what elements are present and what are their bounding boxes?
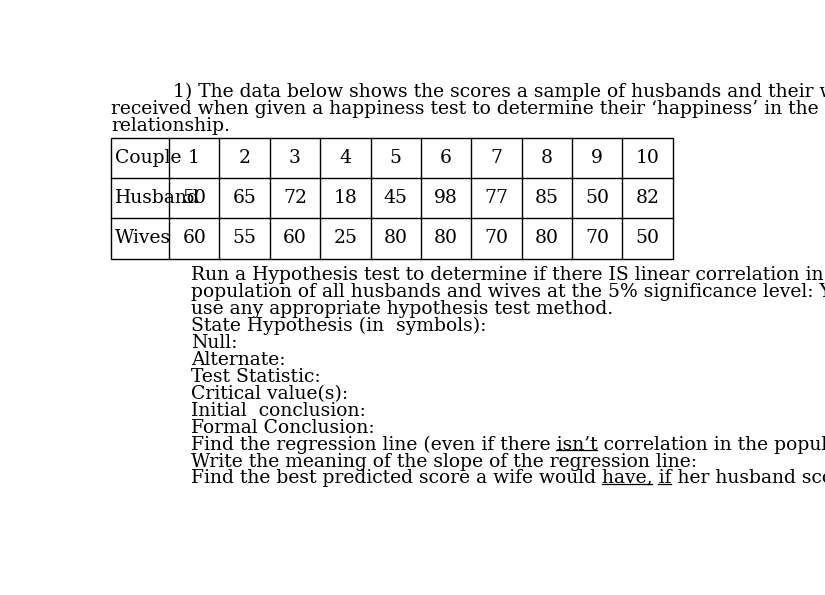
Text: use any appropriate hypothesis test method.: use any appropriate hypothesis test meth…: [191, 300, 613, 318]
Text: 72: 72: [283, 189, 307, 208]
Text: Initial  conclusion:: Initial conclusion:: [191, 402, 365, 419]
Text: received when given a happiness test to determine their ‘happiness’ in the: received when given a happiness test to …: [111, 100, 818, 118]
Text: 25: 25: [333, 230, 357, 248]
Text: 45: 45: [384, 189, 408, 208]
Text: Run a Hypothesis test to determine if there IS linear correlation in the: Run a Hypothesis test to determine if th…: [191, 266, 825, 284]
Text: 82: 82: [635, 189, 659, 208]
Text: Couple: Couple: [115, 149, 182, 167]
Text: Alternate:: Alternate:: [191, 351, 285, 369]
Text: 60: 60: [182, 230, 206, 248]
Text: 55: 55: [233, 230, 257, 248]
Text: 85: 85: [535, 189, 559, 208]
Bar: [111, 139, 672, 258]
Text: Formal Conclusion:: Formal Conclusion:: [191, 419, 375, 437]
Text: Null:: Null:: [191, 334, 237, 352]
Text: 1) The data below shows the scores a sample of husbands and their wives: 1) The data below shows the scores a sam…: [173, 83, 825, 101]
Text: 98: 98: [434, 189, 458, 208]
Text: 6: 6: [440, 149, 452, 167]
Text: Find the regression line (even if there isn’t correlation in the population): Find the regression line (even if there …: [191, 436, 825, 454]
Text: 10: 10: [635, 149, 659, 167]
Text: 80: 80: [384, 230, 408, 248]
Text: 2: 2: [238, 149, 251, 167]
Text: 1: 1: [188, 149, 200, 167]
Text: 5: 5: [389, 149, 402, 167]
Text: population of all husbands and wives at the 5% significance level: You may: population of all husbands and wives at …: [191, 283, 825, 301]
Text: 4: 4: [339, 149, 351, 167]
Text: 60: 60: [283, 230, 307, 248]
Text: State Hypothesis (in  symbols):: State Hypothesis (in symbols):: [191, 317, 486, 335]
Text: 65: 65: [233, 189, 257, 208]
Text: 50: 50: [182, 189, 206, 208]
Text: 80: 80: [535, 230, 559, 248]
Text: 3: 3: [289, 149, 301, 167]
Text: Write the meaning of the slope of the regression line:: Write the meaning of the slope of the re…: [191, 453, 696, 471]
Text: 50: 50: [585, 189, 609, 208]
Text: Find the best predicted score a wife would have, if her husband scored 50:: Find the best predicted score a wife wou…: [191, 469, 825, 487]
Text: 77: 77: [484, 189, 508, 208]
Text: Test Statistic:: Test Statistic:: [191, 368, 320, 386]
Text: Wives: Wives: [115, 230, 171, 248]
Text: 50: 50: [635, 230, 659, 248]
Text: 7: 7: [490, 149, 502, 167]
Text: 18: 18: [333, 189, 357, 208]
Text: 70: 70: [484, 230, 508, 248]
Text: 9: 9: [592, 149, 603, 167]
Text: relationship.: relationship.: [111, 117, 230, 135]
Text: 8: 8: [541, 149, 553, 167]
Text: 80: 80: [434, 230, 458, 248]
Text: Husband: Husband: [115, 189, 200, 208]
Text: 70: 70: [585, 230, 609, 248]
Text: Critical value(s):: Critical value(s):: [191, 385, 348, 403]
